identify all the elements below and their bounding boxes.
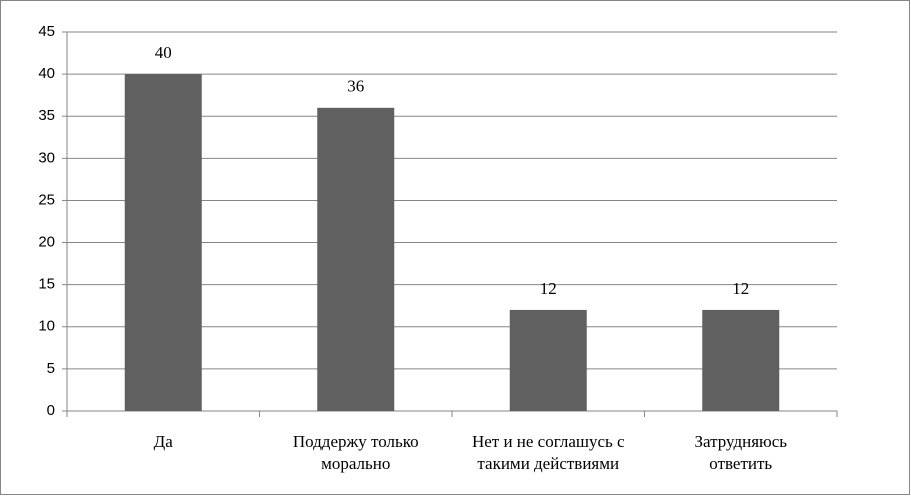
x-tick-label: Нет и не соглашусь с такими действиями [472, 432, 625, 473]
bar [509, 309, 587, 411]
value-label: 12 [540, 279, 557, 298]
bar [702, 309, 780, 411]
y-tick-label: 5 [47, 360, 55, 377]
y-tick-label: 0 [47, 402, 55, 419]
bar [124, 74, 202, 411]
y-tick-label: 40 [38, 65, 55, 82]
y-tick-label: 30 [38, 149, 55, 166]
value-label: 12 [732, 279, 749, 298]
x-tick-label: Затрудняюсь ответить [694, 432, 787, 473]
x-tick-label: Да [154, 432, 174, 451]
value-label: 36 [347, 77, 364, 96]
value-label: 40 [155, 43, 172, 62]
y-tick-label: 25 [38, 191, 55, 208]
bar [317, 107, 395, 412]
y-tick-label: 10 [38, 318, 55, 335]
y-tick-label: 45 [38, 23, 55, 40]
x-tick-label: Поддержу только морально [293, 432, 419, 473]
y-tick-label: 15 [38, 276, 55, 293]
y-tick-label: 35 [38, 107, 55, 124]
y-tick-label: 20 [38, 234, 55, 251]
